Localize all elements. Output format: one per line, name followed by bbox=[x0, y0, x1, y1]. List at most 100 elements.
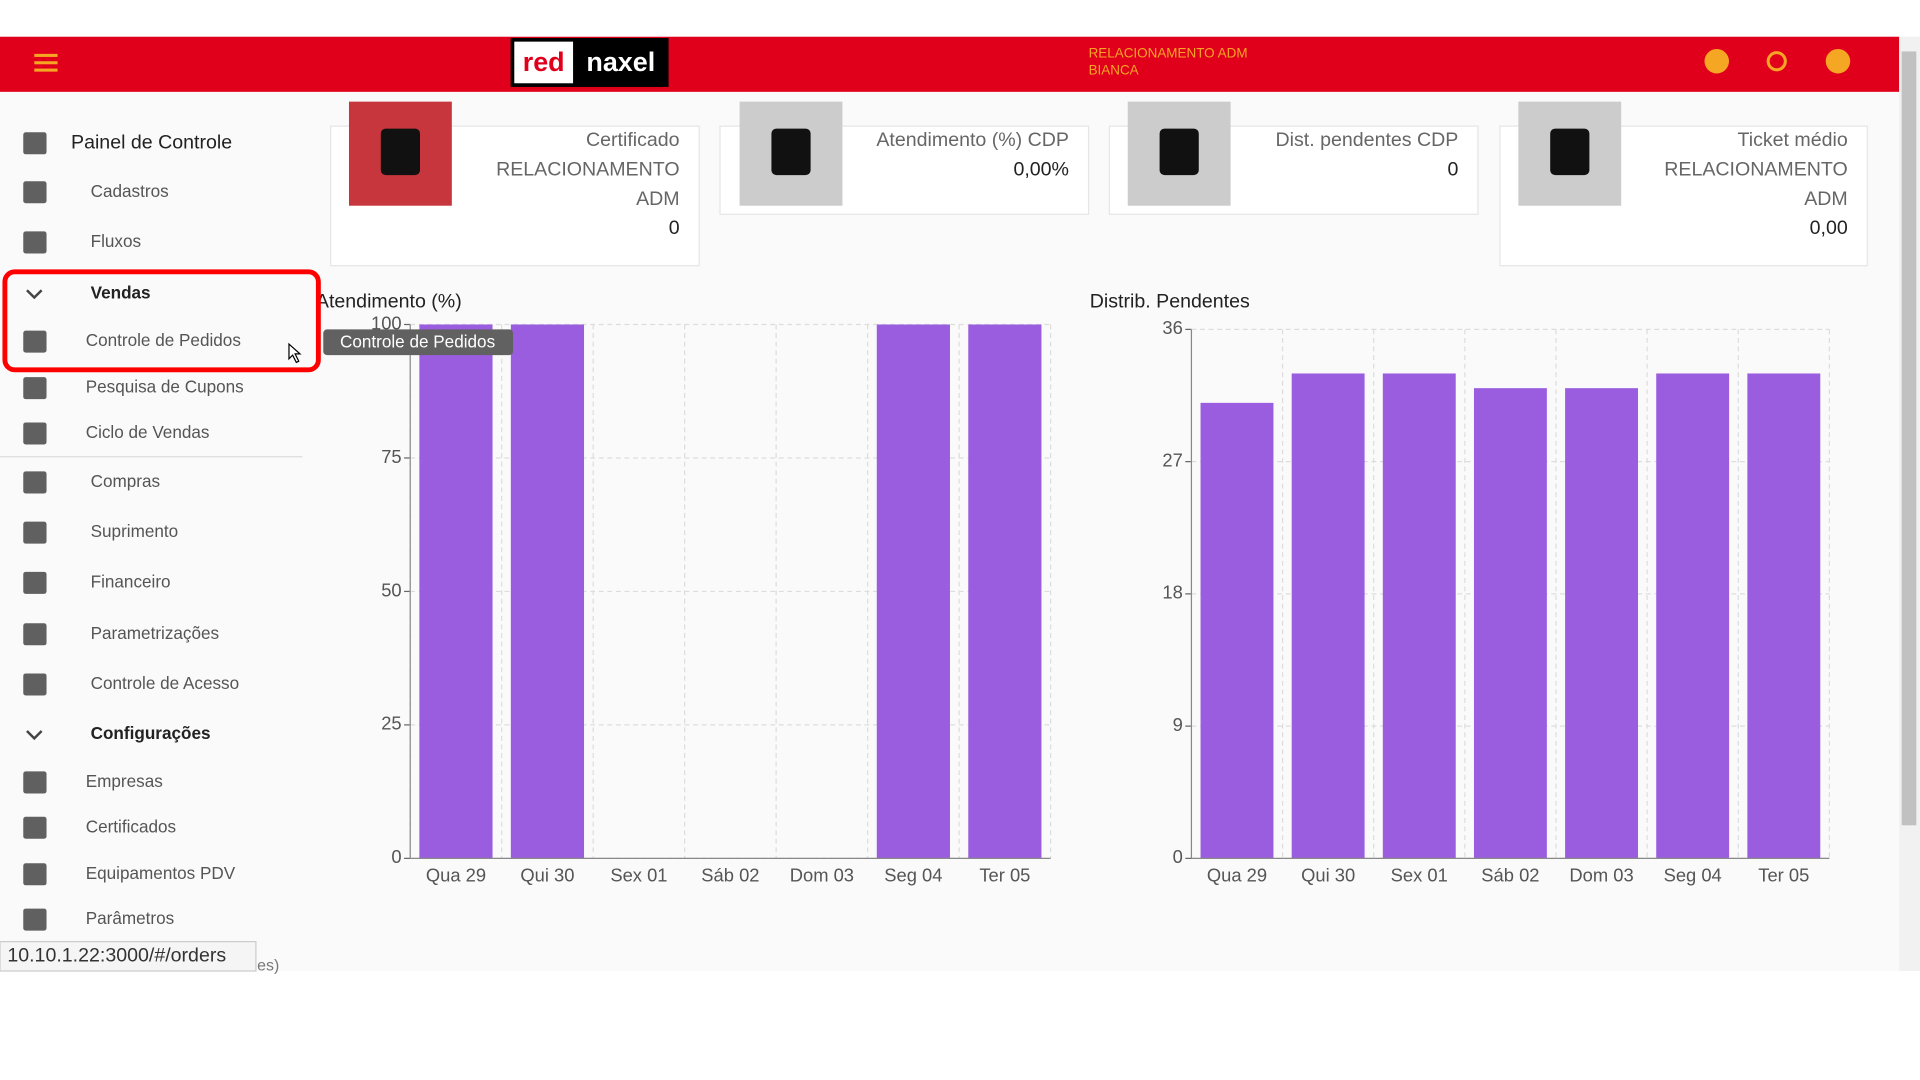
menu-item[interactable]: Painel de Controle bbox=[71, 131, 232, 153]
bar bbox=[1200, 402, 1274, 859]
x-tick-label: Sex 01 bbox=[610, 865, 667, 886]
menu-item[interactable]: Pesquisa de Cupons bbox=[86, 377, 244, 397]
y-tick-label: 100 bbox=[371, 312, 402, 333]
menu-item[interactable]: Controle de Pedidos bbox=[86, 330, 241, 350]
menu-item[interactable]: Fluxos bbox=[91, 231, 141, 251]
chevron bbox=[26, 289, 43, 300]
x-tick-label: Dom 03 bbox=[1569, 865, 1633, 886]
cursor bbox=[288, 342, 302, 364]
bar bbox=[876, 324, 950, 859]
menu-icon bbox=[23, 377, 47, 400]
user-icon[interactable] bbox=[1825, 48, 1851, 74]
user-name: BIANCA bbox=[1089, 63, 1139, 78]
card-value: 0,00% bbox=[1013, 158, 1069, 180]
card-glyph bbox=[771, 128, 811, 176]
menu-item[interactable]: Cadastros bbox=[91, 181, 169, 201]
menu-item[interactable]: Vendas bbox=[91, 282, 151, 302]
menu-item[interactable]: Certificados bbox=[86, 816, 176, 836]
menu-icon bbox=[23, 571, 47, 594]
refresh-icon[interactable] bbox=[1766, 51, 1787, 72]
menu-icon bbox=[23, 673, 47, 696]
menu-item[interactable]: Compras bbox=[91, 471, 160, 491]
chart-title: Distrib. Pendentes bbox=[1090, 291, 1250, 313]
menu-icon bbox=[23, 181, 47, 204]
bar bbox=[1656, 373, 1730, 859]
card-title: Certificado bbox=[586, 129, 680, 151]
card-value: 0 bbox=[1447, 158, 1458, 180]
x-tick-label: Ter 05 bbox=[1758, 865, 1809, 886]
menu-item[interactable]: Controle de Acesso bbox=[91, 673, 240, 693]
y-tick-label: 25 bbox=[381, 713, 401, 734]
x-tick-label: Qui 30 bbox=[520, 865, 574, 886]
menu-item[interactable]: Parâmetros bbox=[86, 908, 175, 928]
logo-white bbox=[514, 41, 574, 84]
card-glyph bbox=[1550, 128, 1590, 176]
x-tick-label: Sáb 02 bbox=[701, 865, 759, 886]
menu-item[interactable]: Empresas bbox=[86, 771, 163, 791]
y-tick-label: 18 bbox=[1162, 582, 1182, 603]
y-tick-label: 36 bbox=[1162, 317, 1182, 338]
menu-item[interactable]: Equipamentos PDV bbox=[86, 863, 236, 883]
card-title: RELACIONAMENTO bbox=[1664, 158, 1848, 180]
x-tick-label: Seg 04 bbox=[884, 865, 942, 886]
card-glyph bbox=[380, 128, 420, 176]
y-tick-label: 50 bbox=[381, 579, 401, 600]
tooltip bbox=[323, 329, 514, 356]
y-tick-label: 0 bbox=[1173, 846, 1183, 867]
menu-item[interactable]: Ciclo de Vendas bbox=[86, 422, 210, 442]
x-tick-label: Seg 04 bbox=[1664, 865, 1722, 886]
card-title: ADM bbox=[636, 188, 680, 210]
bar bbox=[1473, 388, 1547, 859]
x-tick-label: Qua 29 bbox=[1207, 865, 1267, 886]
y-tick-label: 9 bbox=[1173, 714, 1183, 735]
menu-item[interactable]: Financeiro bbox=[91, 571, 171, 591]
card-title: Atendimento (%) CDP bbox=[876, 129, 1069, 151]
help-icon[interactable] bbox=[1704, 48, 1729, 74]
card-glyph bbox=[1159, 128, 1199, 176]
top-bar bbox=[0, 36, 1900, 92]
x-tick-label: Dom 03 bbox=[790, 865, 854, 886]
bar bbox=[1565, 388, 1638, 859]
chart-title: Atendimento (%) bbox=[316, 291, 462, 313]
menu-button[interactable] bbox=[34, 53, 58, 72]
x-tick-label: Sáb 02 bbox=[1481, 865, 1539, 886]
menu-icon bbox=[23, 623, 47, 646]
bar bbox=[968, 324, 1042, 859]
status-bar bbox=[0, 941, 257, 972]
menu-icon bbox=[23, 132, 47, 155]
status-url: 10.10.1.22:3000/#/orders bbox=[7, 944, 226, 966]
chevron bbox=[26, 730, 43, 741]
x-tick-label: Qua 29 bbox=[426, 865, 486, 886]
menu-item[interactable]: Parametrizações bbox=[91, 623, 220, 643]
card-title: Ticket médio bbox=[1737, 129, 1847, 151]
menu-icon bbox=[23, 521, 47, 544]
partial-text: es) bbox=[257, 957, 279, 974]
card-title: RELACIONAMENTO bbox=[496, 158, 680, 180]
highlight-box bbox=[2, 269, 321, 373]
card-title: ADM bbox=[1804, 188, 1848, 210]
menu-icon bbox=[23, 863, 47, 886]
menu-icon bbox=[23, 908, 47, 931]
scroll-thumb[interactable] bbox=[1901, 51, 1917, 826]
bar bbox=[1747, 373, 1821, 859]
logo-red: red bbox=[523, 47, 565, 77]
bar bbox=[510, 324, 585, 859]
menu-icon bbox=[23, 471, 47, 494]
system-name: RELACIONAMENTO ADM bbox=[1089, 45, 1248, 60]
bar bbox=[419, 324, 493, 859]
y-tick-label: 75 bbox=[381, 446, 401, 467]
menu-icon bbox=[23, 771, 47, 794]
logo-black: naxel bbox=[586, 47, 655, 77]
menu-item[interactable]: Configurações bbox=[91, 723, 211, 743]
menu-item[interactable]: Suprimento bbox=[91, 521, 179, 541]
y-tick-label: 27 bbox=[1162, 449, 1182, 470]
x-tick-label: Ter 05 bbox=[979, 865, 1030, 886]
menu-icon bbox=[23, 422, 47, 445]
card-value: 0 bbox=[669, 217, 680, 239]
card-value: 0,00 bbox=[1810, 217, 1848, 239]
bar bbox=[1291, 373, 1365, 859]
x-tick-label: Sex 01 bbox=[1391, 865, 1448, 886]
bar bbox=[1382, 373, 1456, 859]
